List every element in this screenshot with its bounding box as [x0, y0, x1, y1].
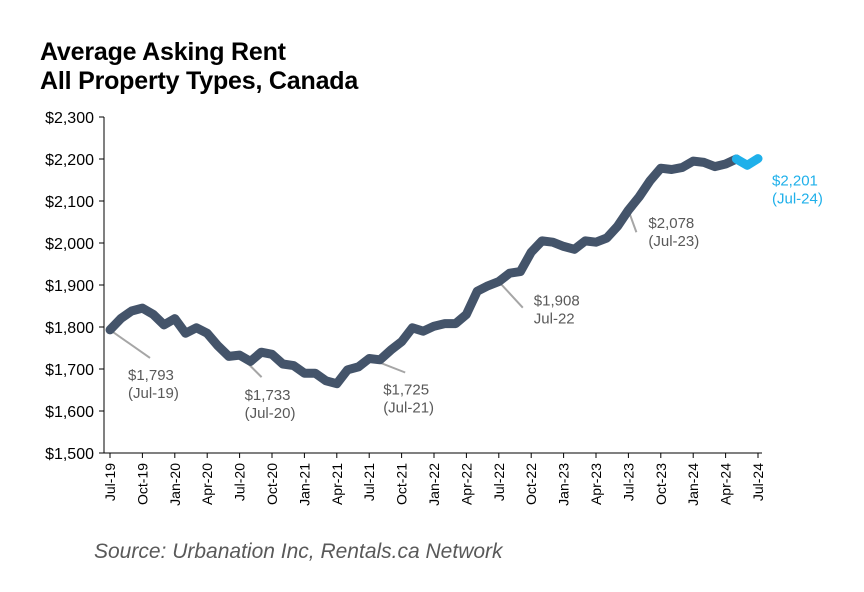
y-tick-label: $1,800 [45, 320, 94, 337]
y-axis: $2,300 $2,200 $2,100 $2,000 $1,900 $1,800 $1,7… [45, 110, 105, 463]
x-tick-label: Jul-21 [361, 463, 377, 501]
chart-title: Average Asking Rent All Property Types, … [40, 38, 358, 96]
annotation-label: (Jul-23) [648, 233, 699, 250]
x-axis: Jul-19 Oct-19 Jan-20 Apr-20 Jul-20 Oct-20 Jan-… [102, 452, 766, 506]
annotation-label: $1,725 [383, 382, 429, 399]
x-tick-label: Apr-20 [199, 463, 215, 505]
annotation-label: $1,908 [534, 293, 580, 310]
x-tick-label: Jul-22 [491, 463, 507, 501]
x-tick-label: Jul-19 [102, 463, 118, 501]
x-tick-label: Jan-23 [556, 463, 572, 506]
y-tick-label: $2,200 [45, 152, 94, 169]
series-line [105, 154, 741, 389]
x-tick-label: Jan-21 [296, 463, 312, 506]
x-tick-label: Jul-20 [232, 463, 248, 501]
y-tick-label: $2,100 [45, 194, 94, 211]
y-tick-label: $1,700 [45, 362, 94, 379]
x-tick-label: Oct-19 [134, 463, 150, 505]
x-tick-label: Jul-24 [750, 463, 766, 501]
annotation-label: (Jul-19) [128, 385, 179, 402]
x-tick-label: Oct-23 [653, 463, 669, 505]
x-tick-label: Apr-23 [588, 463, 604, 505]
annotation-label: $2,201 [772, 173, 818, 190]
annotation-label: $2,078 [648, 215, 694, 232]
chart-title-line-1: Average Asking Rent [40, 38, 286, 66]
annotations: $1,793(Jul-19) $1,733(Jul-20)$1,725(Jul-2… [128, 173, 823, 423]
annotation-label: (Jul-20) [245, 405, 296, 422]
y-tick-label: $1,900 [45, 278, 94, 295]
x-tick-label: Apr-22 [458, 463, 474, 505]
x-tick-label: Jan-22 [426, 463, 442, 506]
annotation-leader-line [109, 329, 151, 359]
annotation-label: (Jul-24) [772, 191, 823, 208]
annotation-label: $1,793 [128, 367, 174, 384]
y-tick-label: $1,500 [45, 446, 94, 463]
chart-title-line-2: All Property Types, Canada [40, 67, 359, 95]
series-rent [105, 154, 763, 389]
y-tick-label: $2,300 [45, 110, 94, 127]
series-line-highlight [731, 154, 763, 170]
x-tick-label: Jul-23 [620, 463, 636, 501]
annotation-label: Jul-22 [534, 311, 575, 328]
x-tick-label: Apr-21 [329, 463, 345, 505]
x-tick-label: Jan-24 [685, 463, 701, 506]
annotation-label: (Jul-21) [383, 400, 434, 417]
x-tick-label: Oct-20 [264, 463, 280, 505]
x-tick-label: Jan-20 [167, 463, 183, 506]
x-tick-label: Oct-22 [523, 463, 539, 505]
x-tick-label: Apr-24 [718, 463, 734, 505]
source-note: Source: Urbanation Inc, Rentals.ca Netwo… [94, 540, 503, 563]
annotation-leader-line [498, 280, 524, 309]
annotation-label: $1,733 [245, 387, 291, 404]
x-tick-label: Oct-21 [394, 463, 410, 505]
y-tick-label: $2,000 [45, 236, 94, 253]
y-tick-label: $1,600 [45, 404, 94, 421]
